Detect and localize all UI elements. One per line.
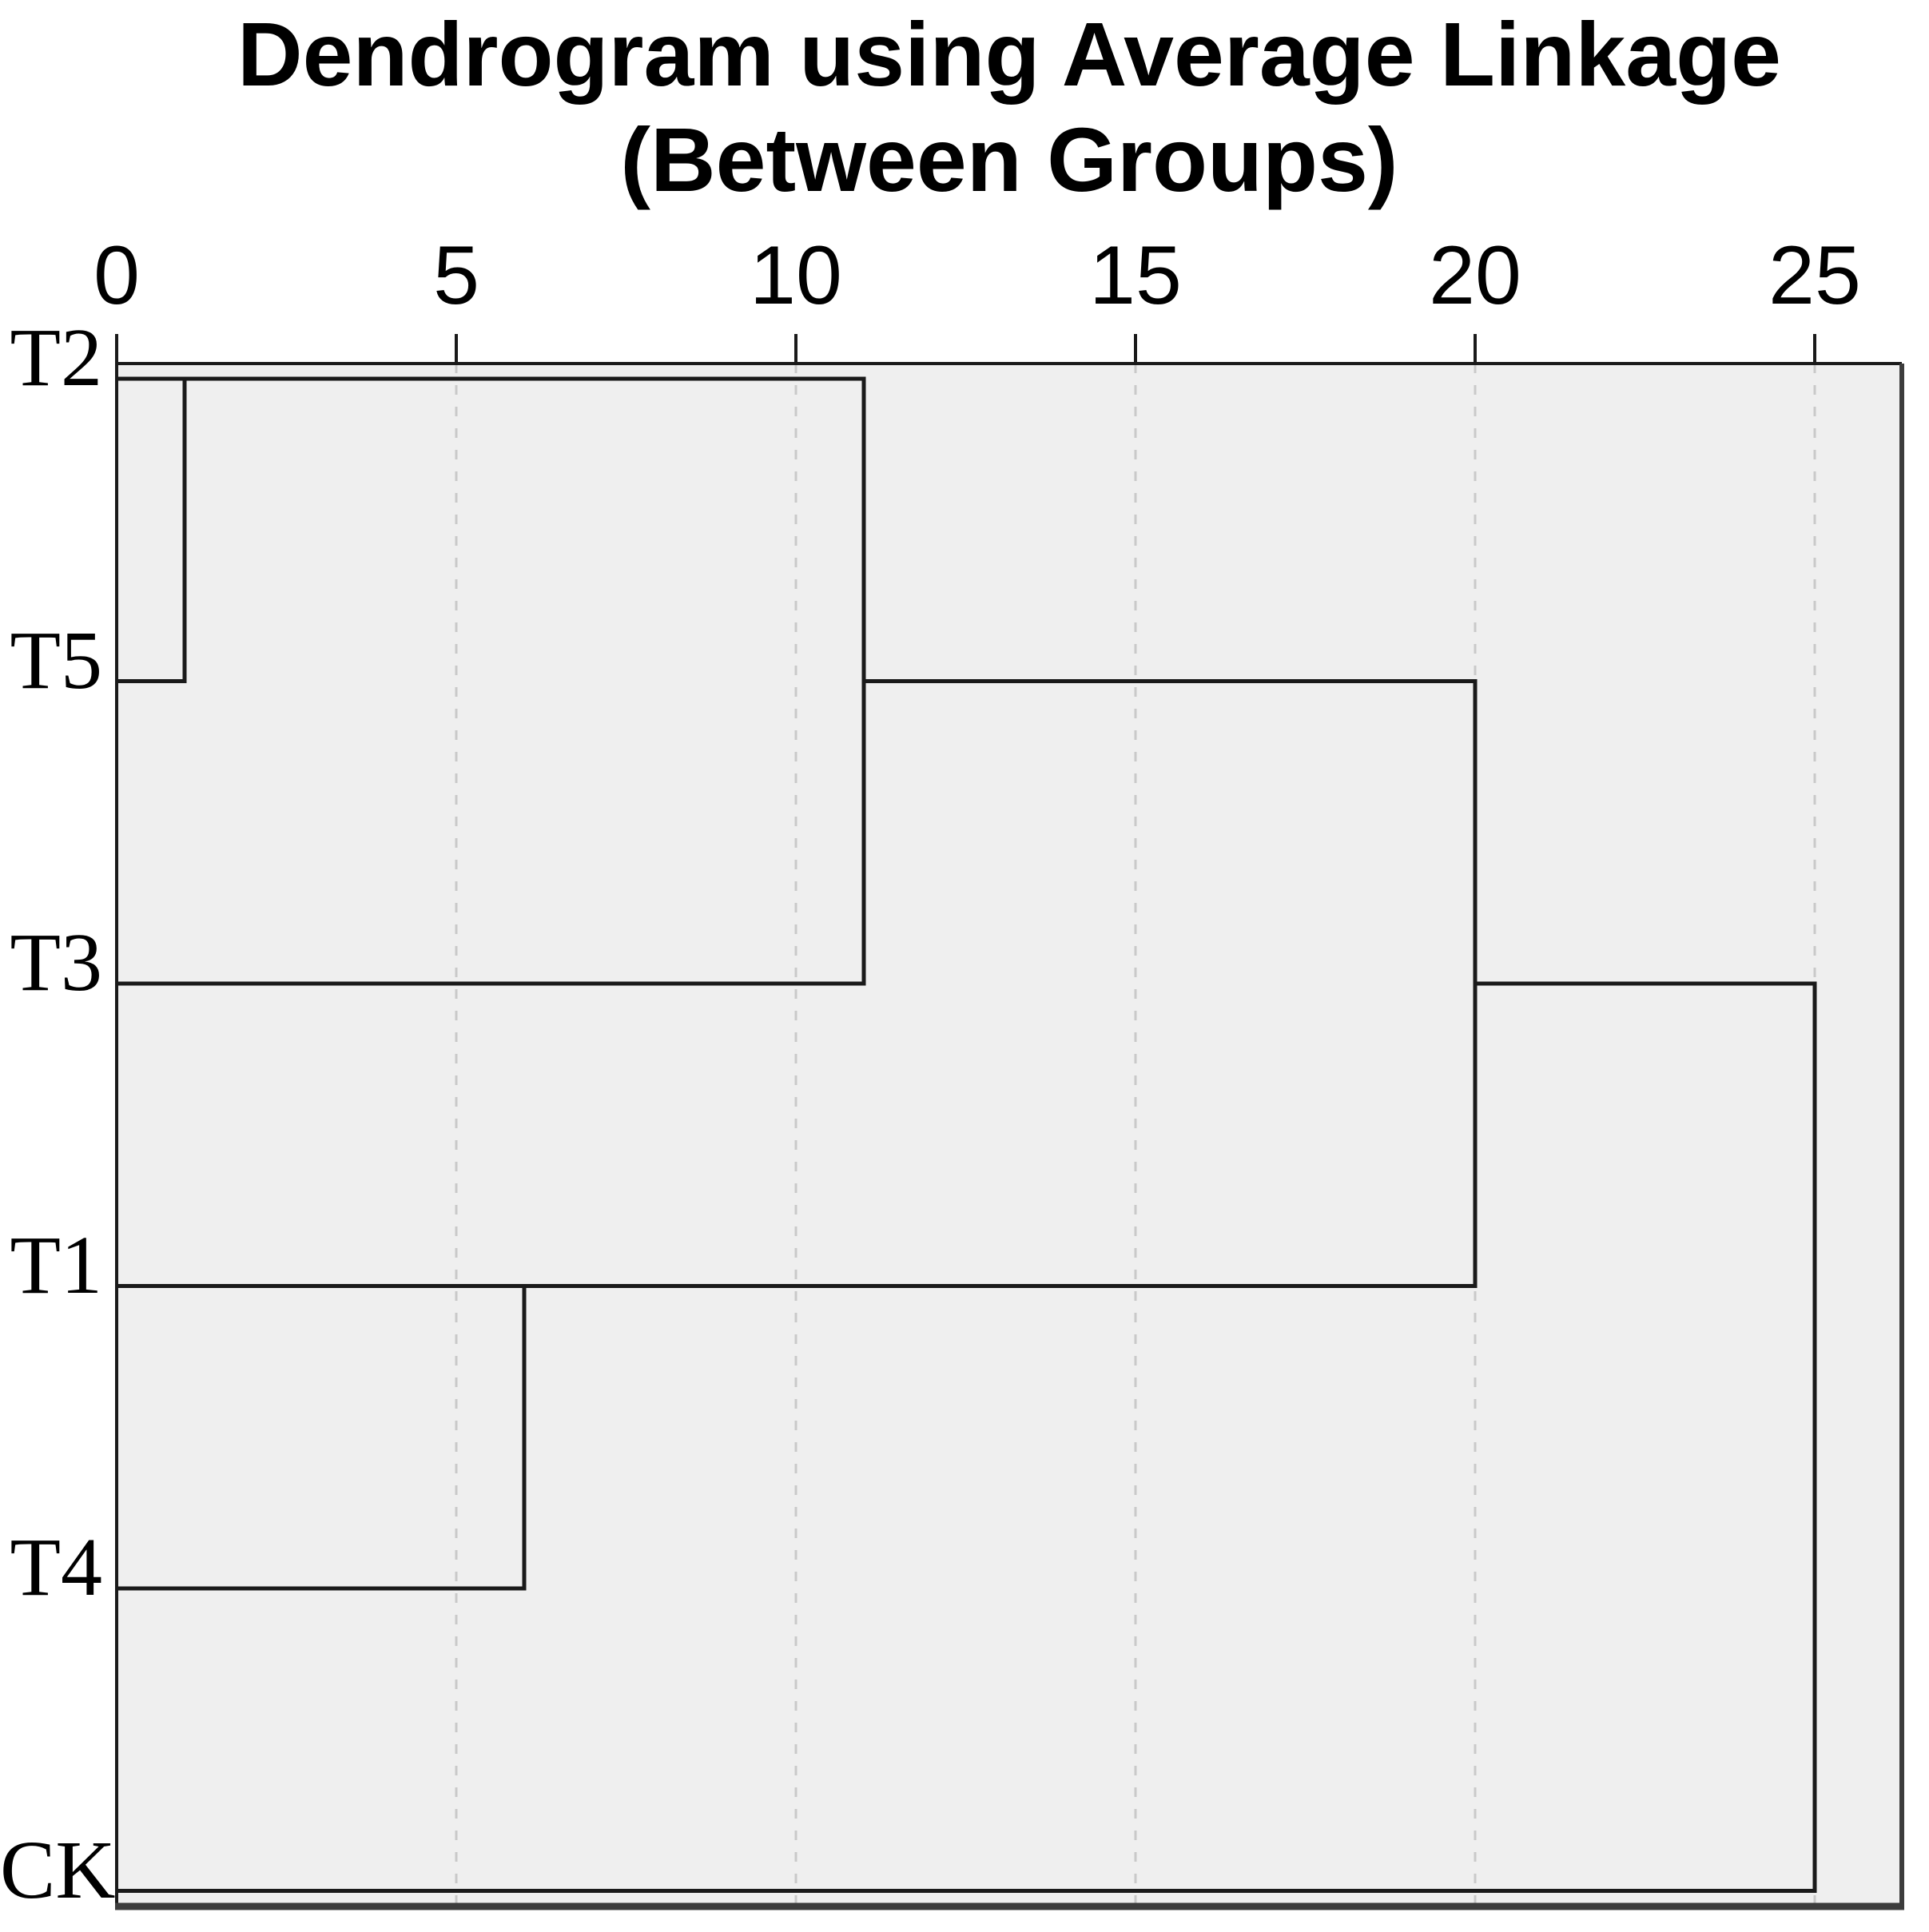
leaf-label-T3: T3 [10,916,102,1008]
leaf-label-T1: T1 [10,1218,102,1311]
plot-panel [117,364,1902,1906]
axis-tick-label-10: 10 [750,229,842,322]
leaf-label-T5: T5 [10,614,102,706]
axis-tick-label-25: 25 [1768,229,1861,322]
leaf-label-T2: T2 [10,312,102,403]
axis-tick-label-0: 0 [93,229,140,322]
axis-tick-label-15: 15 [1089,229,1182,322]
axis-tick-label-5: 5 [433,229,479,322]
leaf-label-CK: CK [0,1823,116,1916]
leaf-label-T4: T4 [10,1521,102,1613]
axis-tick-label-20: 20 [1429,229,1521,322]
chart-title: Dendrogram using Average Linkage (Betwee… [117,2,1902,213]
chart-title-line-1: Dendrogram using Average Linkage [237,4,1781,105]
chart-title-line-2: (Between Groups) [620,109,1398,211]
